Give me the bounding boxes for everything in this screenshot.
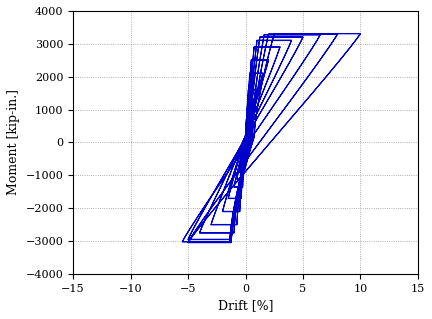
X-axis label: Drift [%]: Drift [%]	[218, 299, 273, 312]
Y-axis label: Moment [kip-in.]: Moment [kip-in.]	[7, 89, 20, 195]
